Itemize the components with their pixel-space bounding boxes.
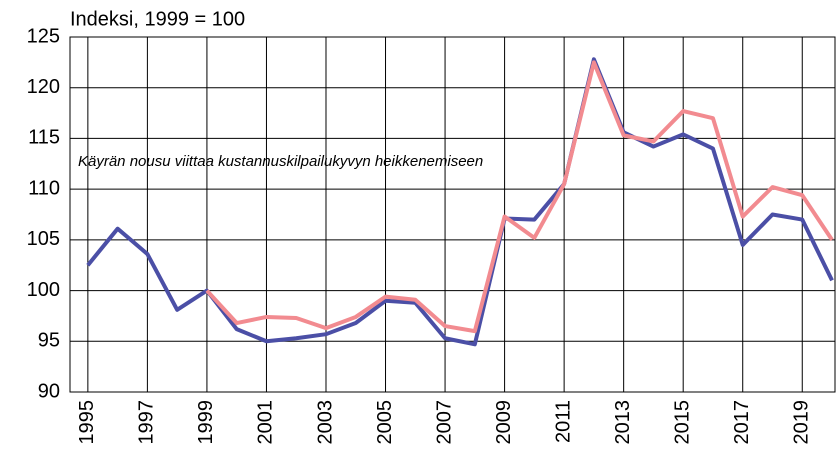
y-tick-label: 110 [28,177,60,199]
x-tick-label: 2019 [791,400,813,445]
x-tick-label: 1995 [76,400,98,445]
x-tick-label: 2003 [314,400,336,445]
y-tick-label: 90 [38,380,60,402]
chart-title: Indeksi, 1999 = 100 [70,8,245,30]
x-tick-label: 1999 [195,400,217,445]
series-line [205,60,834,334]
x-tick-label: 2001 [255,400,277,445]
y-tick-label: 120 [27,76,60,98]
y-tick-label: 100 [27,279,60,301]
x-tick-label: 2015 [671,400,693,445]
x-tick-label: 2013 [612,400,634,445]
x-tick-label: 2011 [552,400,574,443]
y-tick-label: 125 [27,25,60,47]
series-line [86,57,834,347]
x-tick-label: 2005 [374,400,396,445]
annotation: Käyrän nousu viittaa kustannuskilpailuky… [78,153,483,170]
y-tick-label: 95 [38,330,60,352]
x-tick-label: 1997 [136,400,158,445]
x-tick-label: 2017 [731,400,753,445]
x-tick-label: 2007 [433,400,455,445]
plot-frame [69,36,836,393]
x-tick-label: 2009 [493,400,515,445]
y-tick-label: 105 [27,228,60,250]
y-tick-label: 115 [28,127,60,149]
